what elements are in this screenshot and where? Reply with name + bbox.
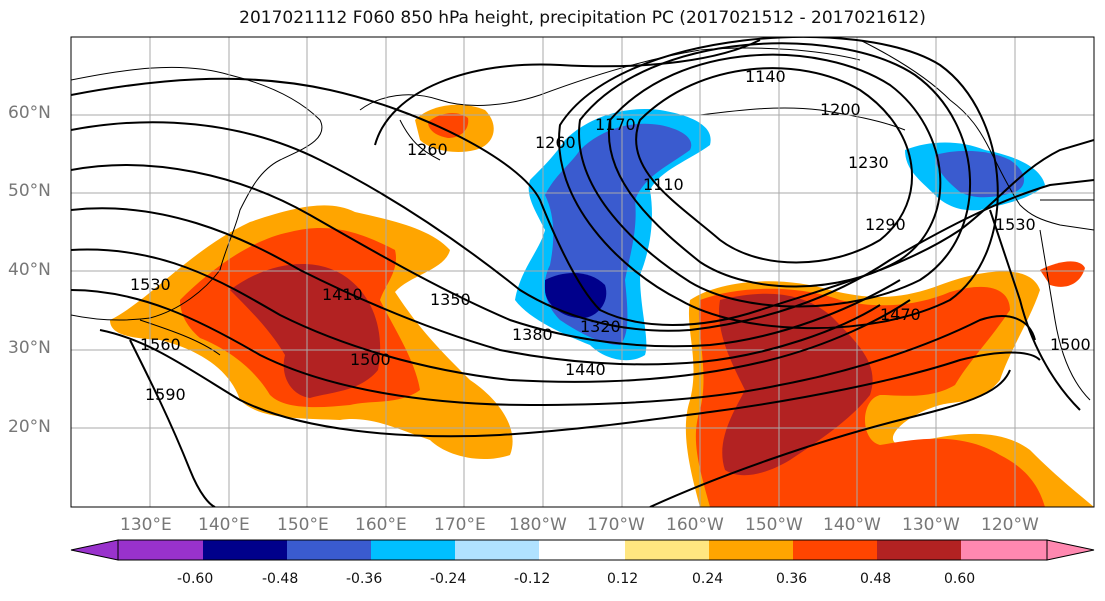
contour-label: 1530 <box>995 215 1036 234</box>
lon-label: 140°E <box>198 515 250 535</box>
contour-label: 1140 <box>745 67 786 86</box>
colorbar-tick-label: 0.12 <box>607 571 639 587</box>
lon-label: 160°W <box>666 515 724 535</box>
lon-label: 130°E <box>120 515 172 535</box>
contour-label: 1230 <box>848 153 889 172</box>
graticule <box>71 37 1094 507</box>
colorbar-tick-label: -0.12 <box>514 571 551 587</box>
lon-label: 160°E <box>355 515 407 535</box>
colorbar-tick-label: 0.36 <box>776 571 808 587</box>
lat-label: 30°N <box>8 338 51 358</box>
height-contours <box>71 37 1094 507</box>
lat-label: 40°N <box>8 260 51 280</box>
contour-label: 1470 <box>880 305 921 324</box>
colorbar-tick-label: -0.48 <box>262 571 299 587</box>
contour-label: 1200 <box>820 100 861 119</box>
contour-label: 1290 <box>865 215 906 234</box>
contour-label: 1500 <box>1050 335 1091 354</box>
lon-label: 150°W <box>745 515 803 535</box>
lat-label: 20°N <box>8 417 51 437</box>
colorbar-tick-label: 0.24 <box>692 571 724 587</box>
coastlines <box>71 39 1094 401</box>
lon-label: 150°E <box>277 515 329 535</box>
contour-label: 1170 <box>595 115 636 134</box>
contour-label: 1350 <box>430 290 471 309</box>
contour-label: 1440 <box>565 360 606 379</box>
contour-label: 1260 <box>407 140 448 159</box>
lon-label: 120°W <box>981 515 1039 535</box>
contour-label: 1530 <box>130 275 171 294</box>
contour-labels: 1140 1200 1230 1260 1260 1170 1110 1290 … <box>130 67 1091 404</box>
lon-label: 180°W <box>509 515 567 535</box>
contour-label: 1320 <box>580 317 621 336</box>
lat-label: 50°N <box>8 181 51 201</box>
colorbar-tick-label: 0.48 <box>860 571 892 587</box>
lat-label: 60°N <box>8 103 51 123</box>
colorbar-tick-label: -0.60 <box>177 571 214 587</box>
contour-label: 1260 <box>535 133 576 152</box>
colorbar-tick-label: 0.60 <box>944 571 976 587</box>
lon-label: 170°E <box>434 515 486 535</box>
colorbar <box>70 539 1095 561</box>
map-title: 2017021112 F060 850 hPa height, precipit… <box>239 8 926 28</box>
contour-label: 1500 <box>350 350 391 369</box>
contour-label: 1110 <box>643 175 684 194</box>
colorbar-tick-label: -0.24 <box>430 571 467 587</box>
lon-label: 170°W <box>587 515 645 535</box>
contour-label: 1560 <box>140 335 181 354</box>
contour-label: 1590 <box>145 385 186 404</box>
contour-label: 1380 <box>512 325 553 344</box>
lon-label: 130°W <box>902 515 960 535</box>
contour-label: 1410 <box>322 285 363 304</box>
lon-label: 140°W <box>823 515 881 535</box>
colorbar-tick-label: -0.36 <box>346 571 383 587</box>
